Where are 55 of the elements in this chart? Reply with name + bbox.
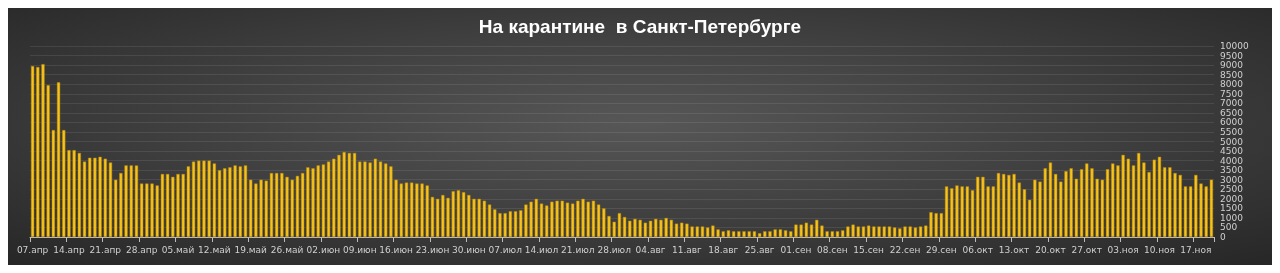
y-tick-label: 8000 [1220,79,1244,90]
x-tick-label: 14.апр [53,244,85,255]
y-tick-label: 7500 [1220,88,1244,99]
x-tick-label: 02.июн [306,244,341,255]
y-tick-label: 10000 [1220,41,1249,51]
y-tick-label: 3500 [1220,165,1244,176]
x-tick-label: 06.окт [962,244,993,255]
x-tick-label: 13.окт [998,244,1030,255]
y-tick-label: 4000 [1220,155,1244,166]
x-tick-label: 16.июн [379,244,414,255]
x-tick-label: 10.ноя [1143,244,1176,255]
chart-title: На карантине в Санкт-Петербурге [478,16,802,37]
y-tick-label: 6000 [1220,117,1244,128]
y-tick-label: 8500 [1220,69,1244,80]
x-tick-label: 09.июн [342,244,377,255]
y-tick-label: 5000 [1220,136,1244,147]
x-tick-label: 07.апр [16,244,49,255]
x-tick-label: 27.окт [1071,244,1103,255]
x-tick-label: 26.май [270,244,304,255]
x-tick-label: 25.авг [744,244,775,255]
x-tick-label: 05.май [161,244,195,255]
x-tick-label: 19.май [234,244,268,255]
x-tick-label: 21.апр [89,244,122,255]
x-tick-label: 18.авг [708,244,739,255]
y-tick-label: 6500 [1220,107,1244,118]
y-tick-label: 1000 [1220,212,1244,223]
x-tick-label: 08.сен [816,244,848,255]
x-tick-label: 11.авг [671,244,703,255]
x-tick-label: 20.окт [1035,244,1066,255]
y-tick-label: 4500 [1220,146,1244,157]
y-tick-label: 500 [1220,222,1238,233]
y-tick-label: 5500 [1220,126,1244,137]
x-tick-label: 12.май [198,244,231,255]
y-tick-label: 2000 [1220,193,1244,204]
y-tick-label: 7000 [1220,98,1244,109]
x-tick-label: 23.июн [415,244,450,255]
y-tick-label: 9000 [1220,60,1244,71]
x-tick-label: 17.ноя [1180,244,1212,255]
x-tick-label: 03.ноя [1107,244,1139,255]
x-tick-label: 01.сен [780,244,812,255]
x-tick-label: 15.сен [853,244,885,255]
x-tick-label: 22.сен [889,244,921,255]
x-tick-label: 04.авг [635,244,666,255]
y-tick-label: 1500 [1220,203,1244,214]
y-tick-label: 2500 [1220,184,1244,195]
y-tick-label: 0 [1220,232,1226,242]
x-tick-label: 30.июн [451,244,486,255]
x-tick-label: 29.сен [926,244,957,255]
x-tick-label: 28.июл [597,244,631,255]
y-tick-label: 9500 [1220,50,1244,61]
x-tick-label: 07.июл [488,244,522,255]
x-tick-label: 14.июл [524,244,559,255]
x-tick-label: 21.июл [561,244,595,255]
y-tick-label: 3000 [1220,174,1244,185]
x-tick-label: 28.апр [125,244,158,255]
